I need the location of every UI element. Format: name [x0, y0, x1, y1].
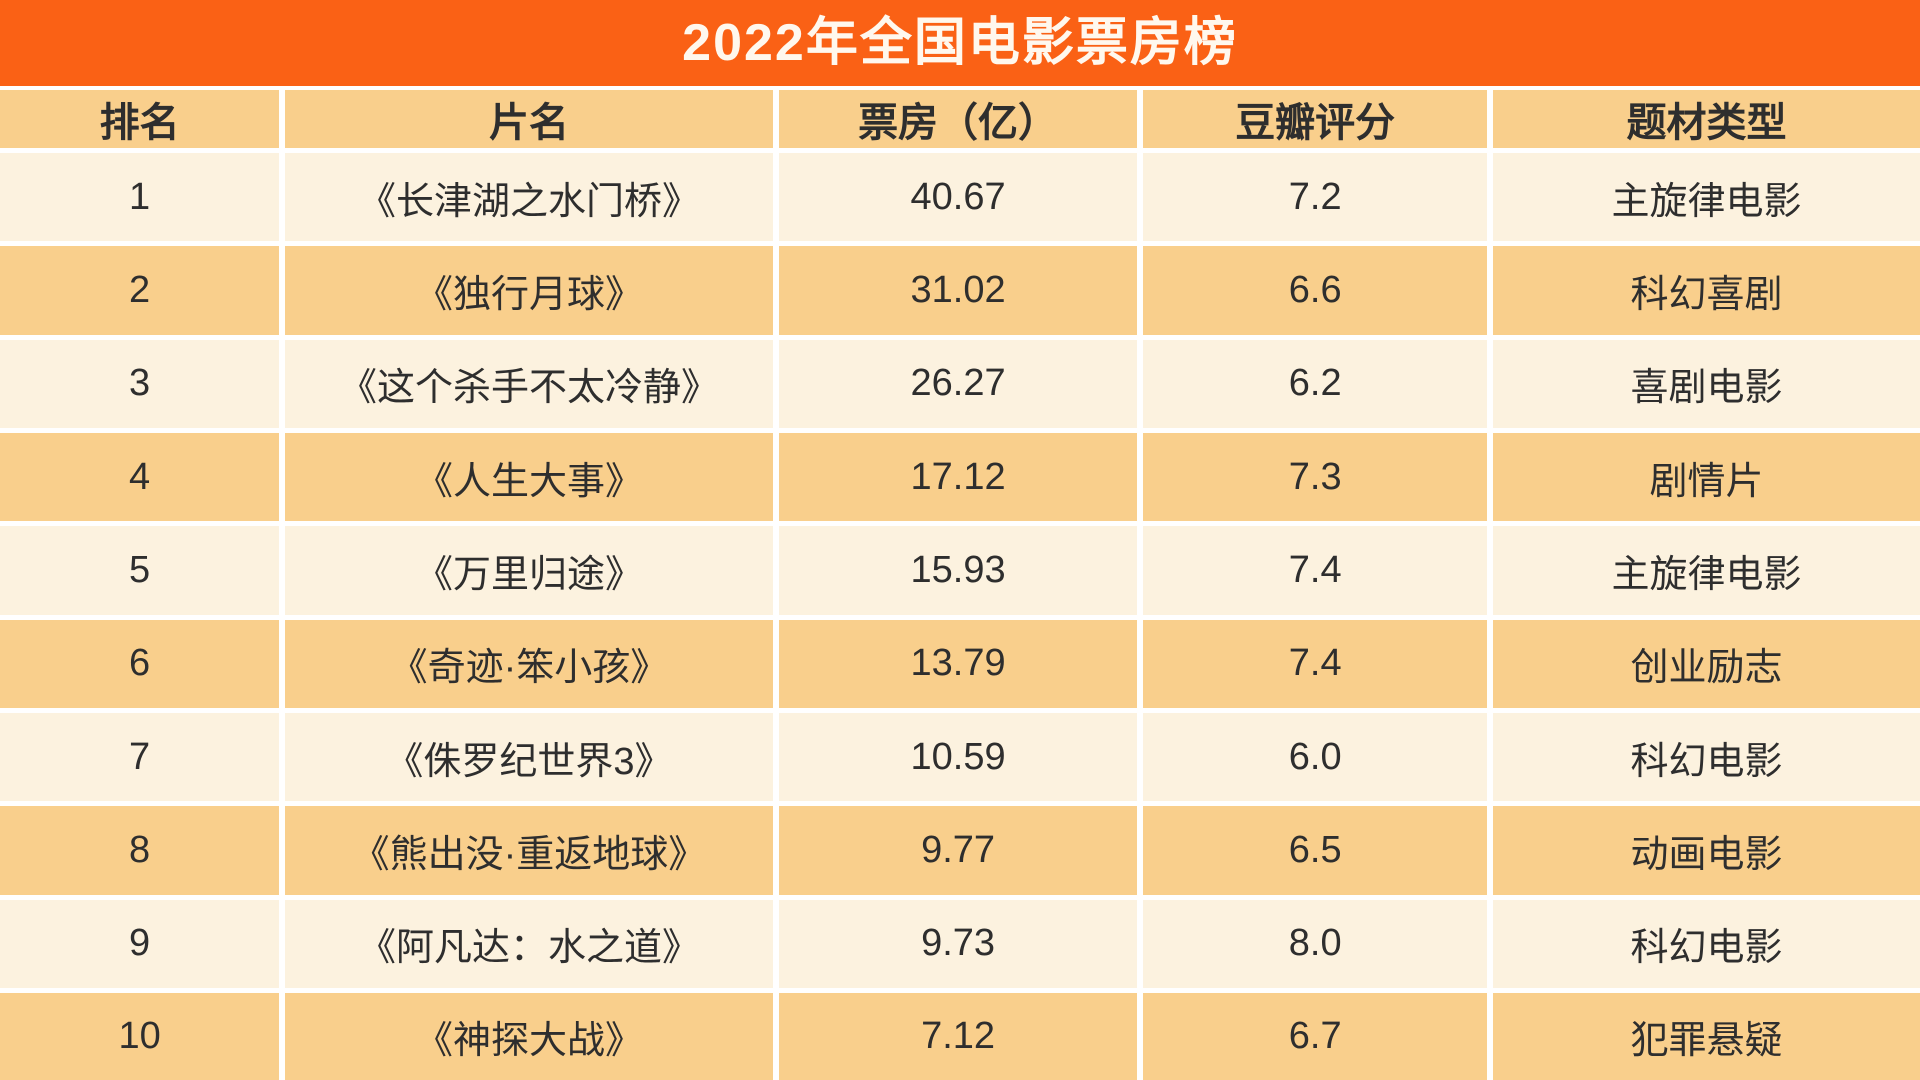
- table-row: 5 《万里归途》 15.93 7.4 主旋律电影: [0, 521, 1920, 620]
- rank-cell: 3: [0, 334, 286, 433]
- rating-cell: 7.4: [1137, 521, 1493, 620]
- genre-cell: 主旋律电影: [1486, 147, 1920, 247]
- column-header-box-office: 票房（亿）: [772, 86, 1144, 153]
- box-office-cell: 31.02: [772, 241, 1144, 340]
- genre-cell: 犯罪悬疑: [1486, 987, 1920, 1080]
- column-header-douban-rating: 豆瓣评分: [1137, 86, 1493, 153]
- film-title-cell: 《熊出没·重返地球》: [279, 801, 779, 900]
- rank-cell: 9: [0, 894, 286, 993]
- film-title-cell: 《奇迹·笨小孩》: [279, 614, 779, 713]
- box-office-cell: 7.12: [772, 987, 1144, 1080]
- rank-cell: 4: [0, 427, 286, 527]
- column-header-film-title: 片名: [279, 86, 779, 153]
- rating-cell: 7.2: [1137, 147, 1493, 247]
- box-office-cell: 10.59: [772, 707, 1144, 807]
- film-title-cell: 《阿凡达：水之道》: [279, 894, 779, 993]
- rating-cell: 8.0: [1137, 894, 1493, 993]
- box-office-cell: 9.73: [772, 894, 1144, 993]
- box-office-cell: 17.12: [772, 427, 1144, 527]
- table-row: 8 《熊出没·重返地球》 9.77 6.5 动画电影: [0, 801, 1920, 900]
- rating-cell: 7.3: [1137, 427, 1493, 527]
- table-row: 6 《奇迹·笨小孩》 13.79 7.4 创业励志: [0, 614, 1920, 713]
- rank-cell: 2: [0, 241, 286, 340]
- genre-cell: 科幻喜剧: [1486, 241, 1920, 340]
- rank-cell: 8: [0, 801, 286, 900]
- rating-cell: 6.2: [1137, 334, 1493, 433]
- film-title-cell: 《独行月球》: [279, 241, 779, 340]
- rating-cell: 6.6: [1137, 241, 1493, 340]
- column-header-rank: 排名: [0, 86, 286, 153]
- box-office-cell: 40.67: [772, 147, 1144, 247]
- rank-cell: 1: [0, 147, 286, 247]
- table-row: 3 《这个杀手不太冷静》 26.27 6.2 喜剧电影: [0, 334, 1920, 433]
- genre-cell: 动画电影: [1486, 801, 1920, 900]
- film-title-cell: 《这个杀手不太冷静》: [279, 334, 779, 433]
- rank-cell: 5: [0, 521, 286, 620]
- table-row: 9 《阿凡达：水之道》 9.73 8.0 科幻电影: [0, 894, 1920, 993]
- box-office-cell: 9.77: [772, 801, 1144, 900]
- table-body: 1 《长津湖之水门桥》 40.67 7.2 主旋律电影 2 《独行月球》 31.02 6.6 科幻…: [0, 147, 1920, 1080]
- table-row: 2 《独行月球》 31.02 6.6 科幻喜剧: [0, 241, 1920, 340]
- genre-cell: 主旋律电影: [1486, 521, 1920, 620]
- column-header-genre: 题材类型: [1486, 86, 1920, 153]
- rating-cell: 6.5: [1137, 801, 1493, 900]
- table-row: 7 《侏罗纪世界3》 10.59 6.0 科幻电影: [0, 707, 1920, 807]
- rank-cell: 6: [0, 614, 286, 713]
- film-title-cell: 《万里归途》: [279, 521, 779, 620]
- header-row: 排名 片名 票房（亿） 豆瓣评分 题材类型: [0, 86, 1920, 153]
- page-title: 2022年全国电影票房榜: [682, 14, 1238, 72]
- genre-cell: 科幻电影: [1486, 707, 1920, 807]
- rank-cell: 10: [0, 987, 286, 1080]
- box-office-cell: 26.27: [772, 334, 1144, 433]
- table-row: 10 《神探大战》 7.12 6.7 犯罪悬疑: [0, 987, 1920, 1080]
- film-title-cell: 《人生大事》: [279, 427, 779, 527]
- box-office-table: 排名 片名 票房（亿） 豆瓣评分 题材类型 1 《长津湖之水门桥》 40.67 7.2…: [0, 86, 1920, 1080]
- table-row: 4 《人生大事》 17.12 7.3 剧情片: [0, 427, 1920, 527]
- rating-cell: 6.7: [1137, 987, 1493, 1080]
- title-bar: 2022年全国电影票房榜: [0, 0, 1920, 86]
- genre-cell: 剧情片: [1486, 427, 1920, 527]
- table-row: 1 《长津湖之水门桥》 40.67 7.2 主旋律电影: [0, 147, 1920, 247]
- genre-cell: 喜剧电影: [1486, 334, 1920, 433]
- genre-cell: 创业励志: [1486, 614, 1920, 713]
- rank-cell: 7: [0, 707, 286, 807]
- film-title-cell: 《侏罗纪世界3》: [279, 707, 779, 807]
- genre-cell: 科幻电影: [1486, 894, 1920, 993]
- rating-cell: 7.4: [1137, 614, 1493, 713]
- box-office-cell: 15.93: [772, 521, 1144, 620]
- film-title-cell: 《神探大战》: [279, 987, 779, 1080]
- film-title-cell: 《长津湖之水门桥》: [279, 147, 779, 247]
- box-office-cell: 13.79: [772, 614, 1144, 713]
- rating-cell: 6.0: [1137, 707, 1493, 807]
